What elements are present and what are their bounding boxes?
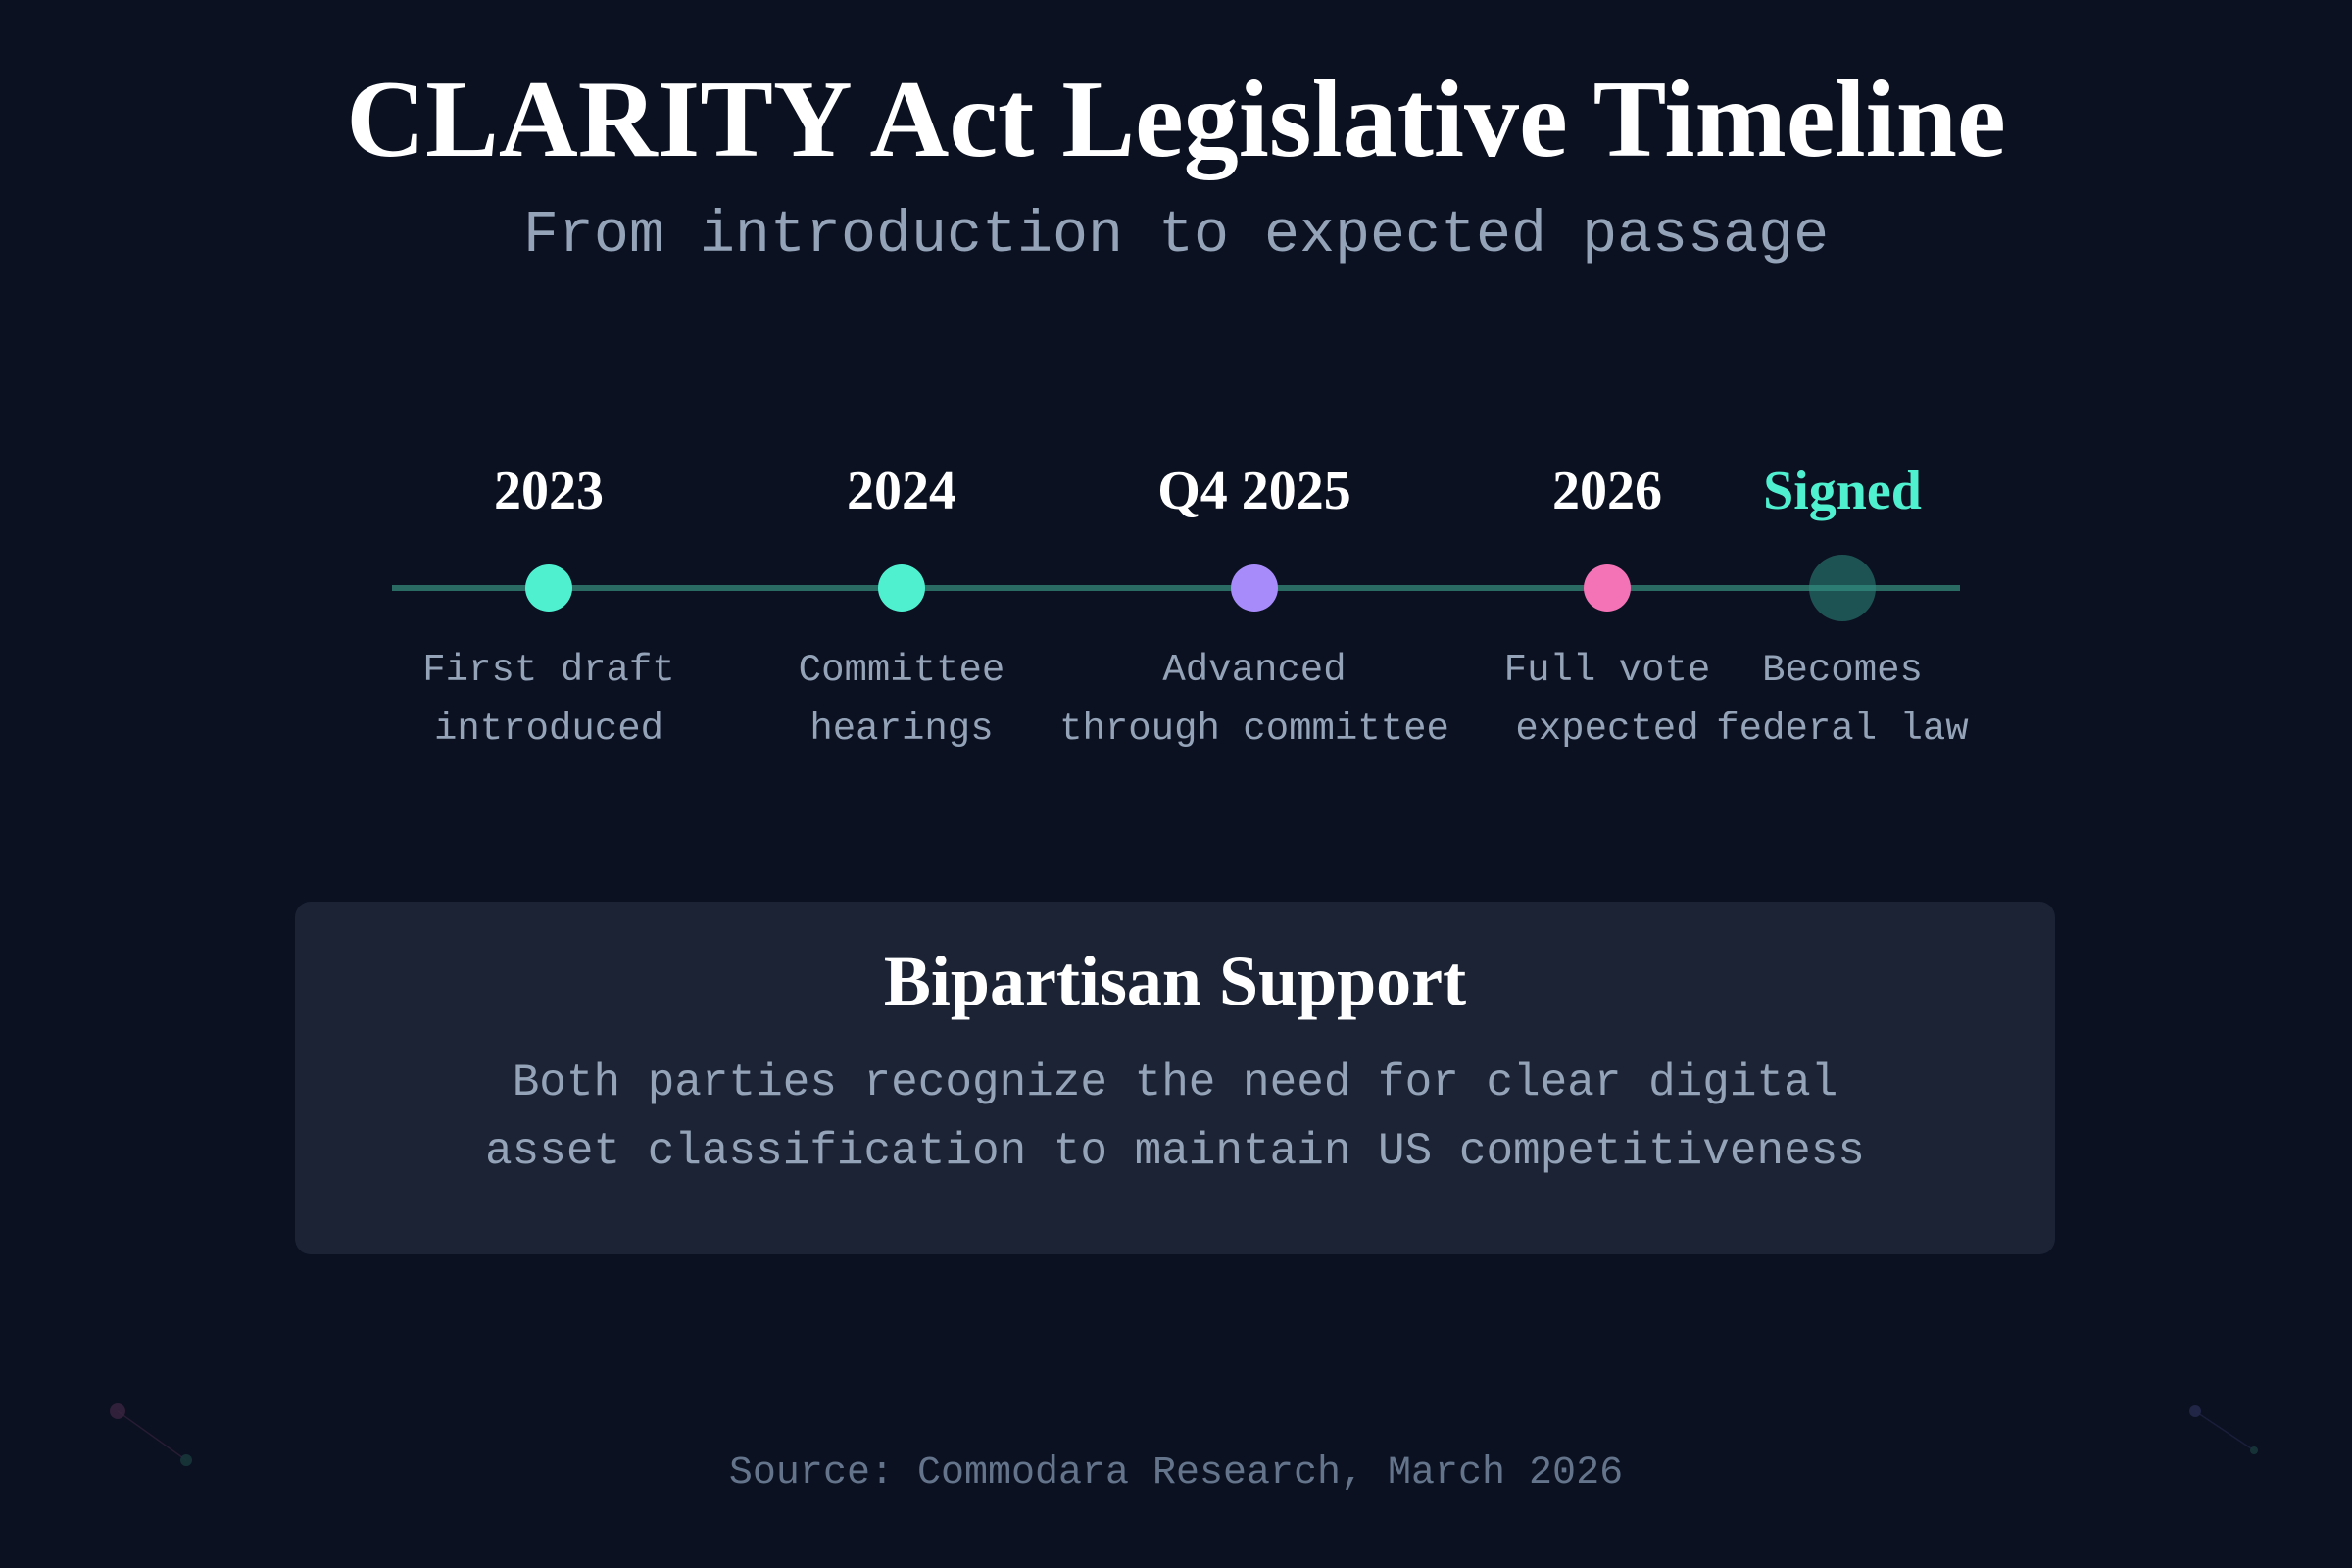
page-subtitle: From introduction to expected passage <box>522 203 1830 270</box>
milestone-date-signed: Signed <box>1763 461 1922 521</box>
milestone-node-2023 <box>525 564 572 612</box>
milestone-description-line: First draft <box>422 649 675 692</box>
timeline-line <box>392 585 1960 591</box>
milestone-description-line: Advanced <box>1162 649 1347 692</box>
milestone-description-signed: Becomes federal law <box>1627 641 2058 759</box>
card-body-line: asset classification to maintain US comp… <box>485 1126 1865 1177</box>
milestone-description-line: expected <box>1515 708 1699 751</box>
milestone-date-q4-2025: Q4 2025 <box>1157 461 1351 521</box>
card-body-line: Both parties recognize the need for clea… <box>512 1057 1838 1108</box>
milestone-node-signed <box>1809 555 1876 621</box>
milestone-description-line: Committee <box>798 649 1005 692</box>
milestone-description-line: Becomes <box>1762 649 1923 692</box>
source-footnote: Source: Commodara Research, March 2026 <box>728 1451 1624 1495</box>
milestone-description-line: Full vote <box>1503 649 1711 692</box>
milestone-date-2026: 2026 <box>1552 461 1662 521</box>
card-title: Bipartisan Support <box>883 942 1467 1020</box>
milestone-node-2026 <box>1584 564 1631 612</box>
page-title: CLARITY Act Legislative Timeline <box>346 59 2006 180</box>
milestone-description-line: introduced <box>433 708 664 751</box>
milestone-description-q4-2025: Advanced through committee <box>1039 641 1470 759</box>
milestone-node-q4-2025 <box>1231 564 1278 612</box>
milestone-description-line: federal law <box>1716 708 1969 751</box>
milestone-node-2024 <box>878 564 925 612</box>
milestone-description-line: hearings <box>809 708 994 751</box>
card-body: Both parties recognize the need for clea… <box>295 1049 2055 1186</box>
milestone-date-2023: 2023 <box>494 461 604 521</box>
milestone-description-2026: Full vote expected <box>1392 641 1823 759</box>
milestone-description-line: through committee <box>1059 708 1449 751</box>
bipartisan-support-card: Bipartisan Support Both parties recogniz… <box>295 902 2055 1254</box>
milestone-description-2023: First draft introduced <box>333 641 764 759</box>
milestone-description-2024: Committee hearings <box>686 641 1117 759</box>
milestone-date-2024: 2024 <box>847 461 956 521</box>
